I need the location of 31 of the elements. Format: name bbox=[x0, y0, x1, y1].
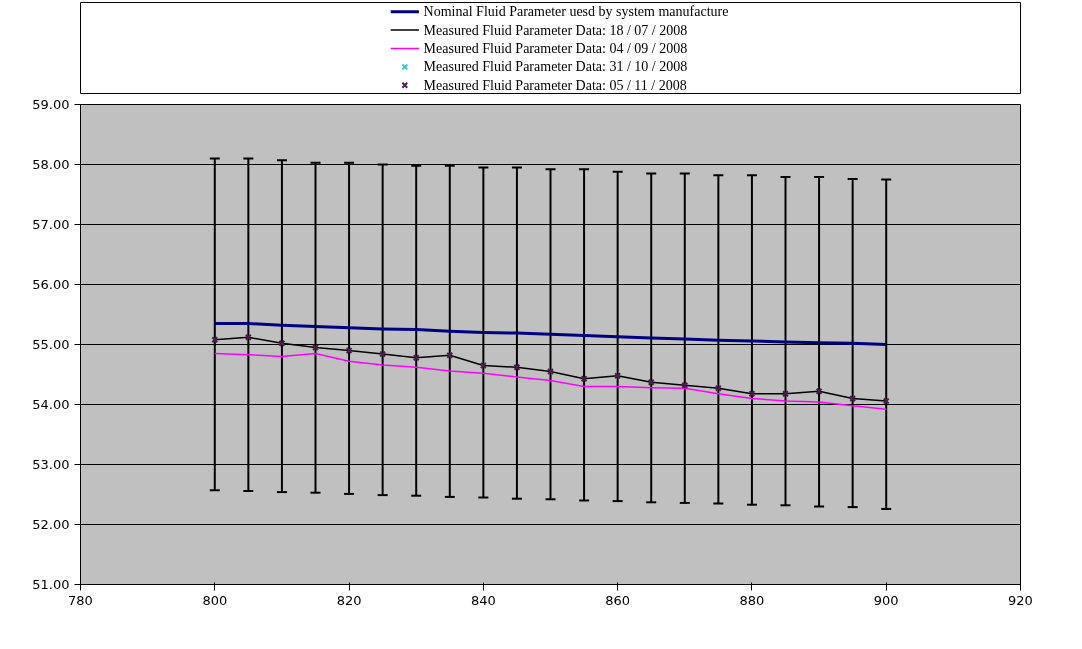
line-series bbox=[213, 322, 888, 346]
point bbox=[882, 397, 890, 405]
y-tick-label: 56.00 bbox=[32, 277, 70, 292]
legend-label: Measured Fluid Parameter Data: 31 / 10 / 2008 bbox=[423, 59, 688, 75]
y-tick-label: 52.00 bbox=[32, 517, 70, 532]
point bbox=[815, 387, 823, 395]
x-tick-label: 800 bbox=[202, 592, 228, 608]
x-tick-label: 920 bbox=[1008, 592, 1033, 608]
x-tick-label: 820 bbox=[336, 592, 362, 608]
y-tick-label: 57.00 bbox=[32, 217, 70, 232]
x-tick-label: 880 bbox=[739, 592, 765, 608]
y-tick-label: 58.00 bbox=[32, 157, 70, 172]
x-tick-label: 780 bbox=[68, 592, 93, 608]
legend-label: Measured Fluid Parameter Data: 05 / 11 / 2008 bbox=[423, 77, 687, 93]
point bbox=[513, 363, 521, 371]
legend-label: Nominal Fluid Parameter uesd by system manufacture bbox=[423, 4, 729, 20]
y-tick-label: 54.00 bbox=[32, 397, 70, 412]
x-tick-label: 900 bbox=[873, 592, 899, 608]
y-tick-label: 51.00 bbox=[32, 577, 70, 592]
point bbox=[580, 375, 588, 383]
y-tick-label: 55.00 bbox=[32, 337, 70, 352]
point bbox=[748, 390, 756, 398]
legend-label: Measured Fluid Parameter Data: 04 / 09 / 2008 bbox=[423, 41, 688, 56]
x-tick-label: 840 bbox=[470, 592, 496, 608]
y-tick-label: 53.00 bbox=[32, 457, 70, 472]
line-series bbox=[214, 336, 887, 402]
point bbox=[278, 339, 286, 347]
line-series bbox=[214, 352, 887, 411]
legend-label: Measured Fluid Parameter Data: 18 / 07 / 2008 bbox=[423, 22, 688, 38]
x-tick-label: 860 bbox=[605, 592, 631, 608]
y-tick-label: 59.00 bbox=[32, 97, 70, 112]
